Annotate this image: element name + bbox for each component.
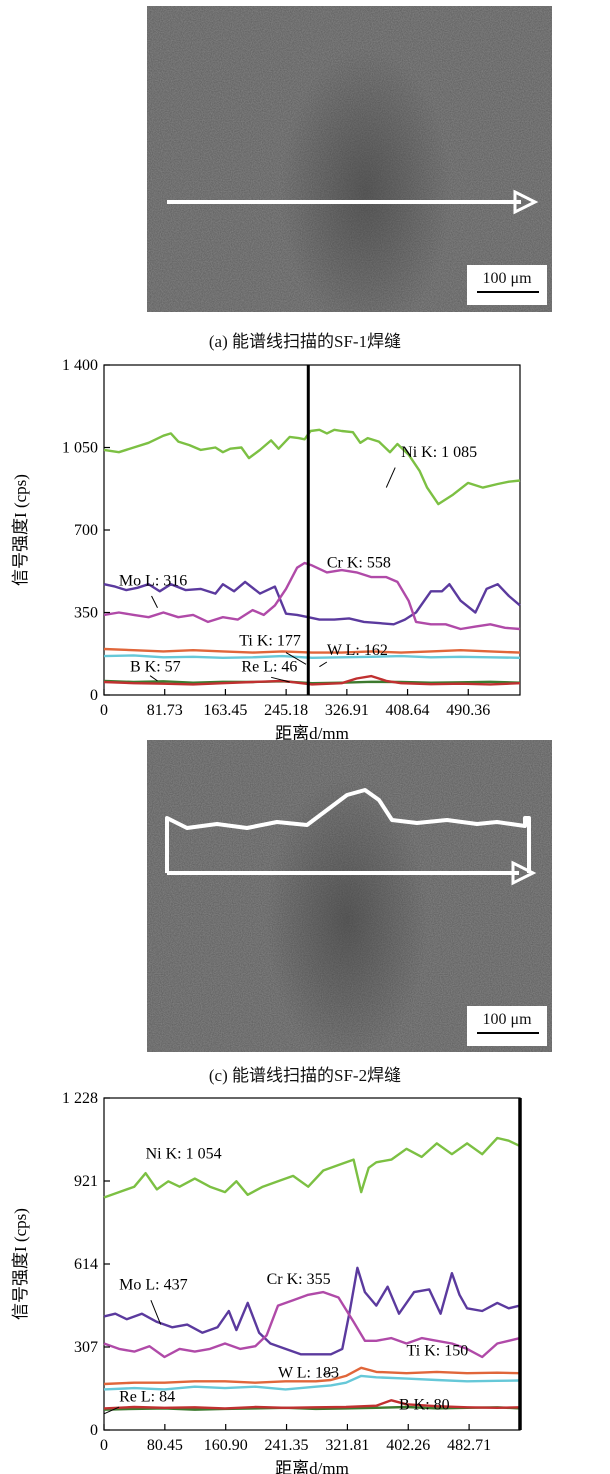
panel-a: 100 μm (a) 能谱线扫描的SF-1焊缝 bbox=[0, 0, 610, 351]
x-tick-label: 81.73 bbox=[147, 702, 183, 719]
y-tick-label: 0 bbox=[90, 687, 98, 704]
x-tick-label: 0 bbox=[100, 702, 108, 719]
x-tick-label: 0 bbox=[100, 1437, 108, 1454]
scan-arrow-sf1 bbox=[167, 189, 539, 215]
y-tick-label: 700 bbox=[74, 522, 98, 539]
x-tick-label: 321.81 bbox=[325, 1437, 369, 1454]
scale-bar-box-c bbox=[467, 1006, 547, 1046]
y-tick-label: 921 bbox=[74, 1173, 98, 1190]
chart-d-svg: 0 307 614 921 1 228 0 80.45 160.90 241.35 321.81 4… bbox=[11, 1090, 522, 1474]
series-line-w-l bbox=[103, 654, 521, 659]
annotation-leader bbox=[285, 652, 307, 665]
series-line-ti-k bbox=[103, 1366, 521, 1386]
chart-d: 0 307 614 921 1 228 0 80.45 160.90 241.35 321.81 4… bbox=[0, 1088, 610, 1474]
x-tick-label: 402.26 bbox=[386, 1437, 430, 1454]
annotation-re-l: Re L: 46 bbox=[241, 658, 297, 675]
sem-image-sf2-canvas bbox=[147, 740, 552, 1052]
annotation-leader bbox=[271, 676, 290, 683]
series-line-re-l bbox=[103, 674, 521, 686]
annotation-leader bbox=[385, 467, 396, 488]
series-line-cr-k bbox=[103, 1290, 521, 1359]
sem-image-sf1-canvas bbox=[147, 6, 552, 312]
annotation-ti-k: Ti K: 150 bbox=[407, 1343, 469, 1360]
y-tick-label: 614 bbox=[74, 1256, 98, 1273]
scan-path-sf2 bbox=[165, 788, 537, 886]
chart-b-svg: 0 350 700 1 050 1 400 0 81.73 163.45 245.18 326.9… bbox=[11, 357, 521, 740]
x-tick-label: 490.36 bbox=[446, 702, 490, 719]
x-tick-label: 245.18 bbox=[264, 702, 308, 719]
plot-frame bbox=[103, 364, 521, 696]
x-tick-label: 160.90 bbox=[204, 1437, 248, 1454]
y-tick-label: 1 400 bbox=[62, 357, 98, 374]
sem-image-sf2: 100 μm bbox=[147, 740, 552, 1052]
scale-bar-box-a bbox=[467, 265, 547, 305]
series-line-ti-k bbox=[103, 647, 521, 654]
y-tick-label: 1 228 bbox=[62, 1090, 98, 1107]
sem-image-sf1: 100 μm bbox=[147, 6, 552, 312]
annotation-re-l: Re L: 84 bbox=[119, 1389, 175, 1406]
series-line-ni-k bbox=[103, 428, 521, 506]
x-tick-label: 241.35 bbox=[265, 1437, 309, 1454]
x-tick-label: 80.45 bbox=[147, 1437, 183, 1454]
annotation-leader bbox=[149, 675, 158, 682]
annotation-ni-k: Ni K: 1 085 bbox=[401, 444, 477, 461]
caption-c: (c) 能谱线扫描的SF-2焊缝 bbox=[208, 1066, 402, 1085]
scale-bar-label-a: 100 μm bbox=[482, 270, 532, 287]
caption-a: (a) 能谱线扫描的SF-1焊缝 bbox=[208, 332, 402, 351]
panel-c: 100 μm (c) 能谱线扫描的SF-2焊缝 bbox=[0, 736, 610, 1091]
annotation-cr-k: Cr K: 558 bbox=[327, 555, 391, 572]
scale-bar-label-c: 100 μm bbox=[482, 1011, 532, 1028]
y-tick-label: 0 bbox=[90, 1422, 98, 1439]
annotation-ti-k: Ti K: 177 bbox=[239, 633, 301, 650]
series-line-re-l bbox=[103, 1399, 521, 1410]
annotation-leader bbox=[323, 1371, 335, 1376]
x-axis-title: 距离d/mm bbox=[275, 724, 349, 740]
annotation-b-k: B K: 57 bbox=[130, 658, 181, 675]
annotation-leader bbox=[319, 661, 328, 668]
annotation-leader bbox=[150, 1300, 162, 1325]
y-tick-label: 350 bbox=[74, 605, 98, 622]
x-tick-label: 326.91 bbox=[325, 702, 369, 719]
series-line-ni-k bbox=[103, 1136, 521, 1199]
y-tick-label: 1 050 bbox=[62, 440, 98, 457]
y-tick-label: 307 bbox=[74, 1339, 98, 1356]
annotation-w-l: W L: 162 bbox=[327, 642, 388, 659]
series-line-w-l bbox=[103, 1374, 521, 1391]
annotation-cr-k: Cr K: 355 bbox=[267, 1271, 331, 1288]
x-tick-label: 408.64 bbox=[386, 702, 430, 719]
chart-b: 0 350 700 1 050 1 400 0 81.73 163.45 245.18 326.9… bbox=[0, 355, 610, 740]
annotation-w-l: W L: 183 bbox=[278, 1364, 339, 1381]
annotation-leader bbox=[151, 595, 158, 609]
x-axis-title: 距离d/mm bbox=[275, 1459, 349, 1474]
series-line-mo-l bbox=[103, 1266, 521, 1356]
x-tick-label: 163.45 bbox=[203, 702, 247, 719]
annotation-b-k: B K: 80 bbox=[399, 1397, 450, 1414]
annotation-leader bbox=[103, 1406, 120, 1415]
annotation-mo-l: Mo L: 316 bbox=[119, 572, 187, 589]
x-tick-label: 482.71 bbox=[447, 1437, 491, 1454]
annotation-ni-k: Ni K: 1 054 bbox=[146, 1145, 222, 1162]
annotation-mo-l: Mo L: 437 bbox=[119, 1276, 187, 1293]
y-axis-title: 信号强度I (cps) bbox=[11, 1208, 30, 1320]
y-axis-title: 信号强度I (cps) bbox=[11, 474, 30, 586]
